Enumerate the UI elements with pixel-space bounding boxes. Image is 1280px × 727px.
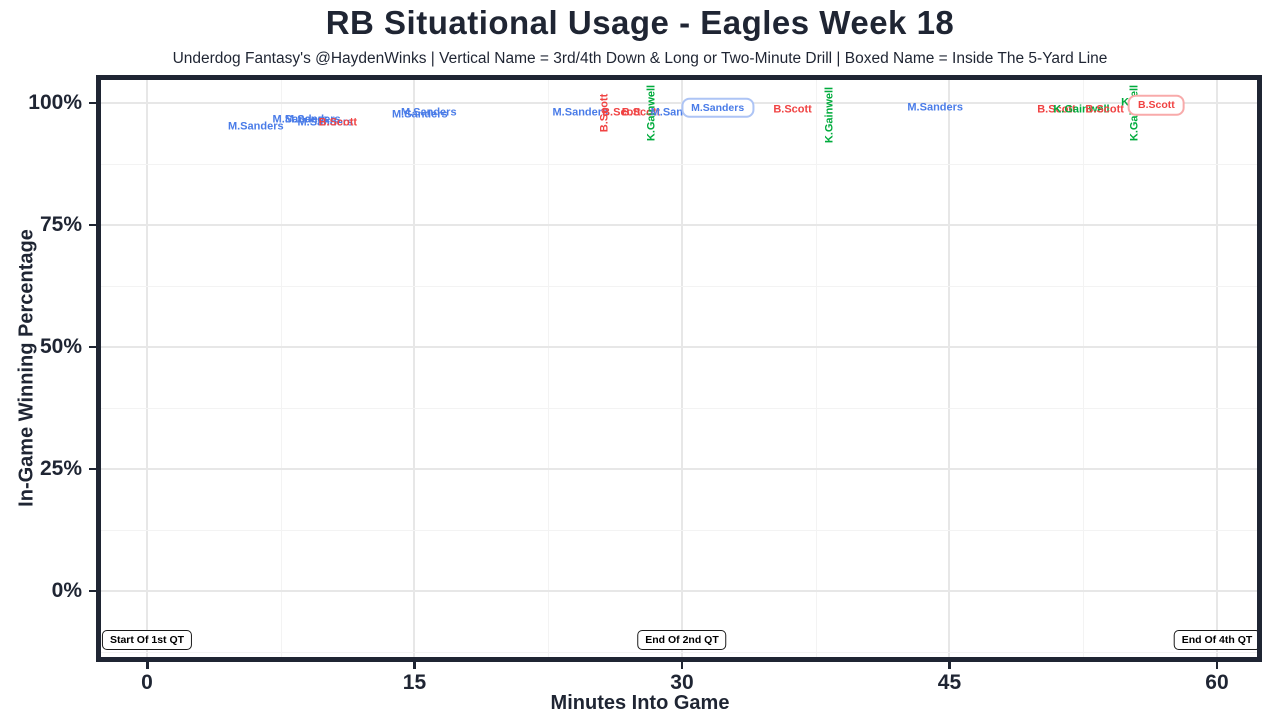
x-tickmark	[413, 662, 416, 669]
gridline-minor	[101, 408, 1257, 409]
gridline-major	[101, 468, 1257, 470]
gridline-minor	[101, 286, 1257, 287]
x-axis-title: Minutes Into Game	[550, 692, 730, 714]
player-label-m-sanders: M.Sanders	[400, 106, 457, 119]
player-label-m-sanders: M.Sanders	[272, 113, 329, 126]
x-tick-label: 30	[670, 671, 694, 694]
x-tick-label: 60	[1205, 671, 1229, 694]
gridline-major	[413, 80, 416, 657]
x-tickmark	[948, 662, 951, 669]
y-tick-label: 50%	[39, 335, 82, 358]
gridline-major	[680, 80, 683, 657]
gridline-minor	[101, 652, 1257, 653]
y-tick-label: 25%	[39, 457, 82, 480]
x-tickmark	[1215, 662, 1219, 669]
gridline-major	[101, 590, 1257, 592]
player-label-m-sanders-boxed: M.Sanders	[681, 97, 755, 119]
player-label-b-scott: B.Scott	[318, 116, 358, 129]
player-label-k-gainwell: K.Gainwell	[1053, 103, 1110, 116]
gridline-major	[101, 102, 1257, 104]
chart-title: RB Situational Usage - Eagles Week 18	[325, 4, 955, 41]
gridline-minor	[815, 80, 817, 657]
x-tickmark	[146, 662, 149, 669]
gridline-minor	[1083, 80, 1085, 657]
gridline-minor	[101, 530, 1257, 531]
player-label-m-sanders: M.Sanders	[650, 106, 707, 119]
gridline-major	[948, 80, 951, 657]
gridline-minor	[280, 80, 282, 657]
annotation-start-of-1st-qt: Start Of 1st QT	[101, 629, 193, 650]
gridline-minor	[101, 164, 1257, 165]
y-tickmark	[89, 345, 96, 349]
player-label-b-scott-boxed: B.Scott	[1127, 95, 1185, 116]
plot-area: M.Sanders M.Sanders M.Sanders M.Sanders B.Sc…	[96, 75, 1262, 662]
player-label-b-scott: B.Scott	[1037, 103, 1076, 116]
y-tickmark	[89, 467, 96, 471]
chart-subtitle: Underdog Fantasy's @HaydenWinks | Vertic…	[172, 50, 1108, 67]
player-label-m-sanders: M.Sanders	[907, 101, 964, 114]
annotation-end-of-2nd-qt: End Of 2nd QT	[637, 629, 727, 650]
player-label-b-scott: B.Scott	[773, 103, 812, 116]
y-tickmark	[89, 223, 96, 227]
y-tickmark	[89, 589, 96, 593]
player-label-m-sanders: M.Sanders	[285, 113, 341, 126]
player-label-m-sanders: M.Sanders	[392, 108, 448, 121]
x-tick-label: 15	[402, 671, 427, 694]
player-label-m-sanders: M.Sanders	[227, 120, 284, 133]
gridline-major	[101, 346, 1257, 348]
y-tick-label: 75%	[39, 213, 82, 236]
annotation-end-of-4th-qt: End Of 4th QT	[1173, 629, 1257, 650]
y-tickmark	[89, 101, 96, 105]
player-label-b-scott: B.Scott	[1085, 103, 1124, 116]
player-label-k-gainwell-vertical: K.Gainwell	[823, 87, 836, 144]
player-label-m-sanders: M.Sanders	[297, 116, 354, 129]
player-label-b-scott: B.Scott	[602, 106, 641, 119]
x-tick-label: 0	[141, 671, 153, 694]
gridline-minor	[548, 80, 550, 657]
x-tickmark	[680, 662, 684, 669]
player-label-b-scott: B.Scott	[621, 106, 661, 119]
gridline-major	[1215, 80, 1218, 657]
gridline-major	[146, 80, 148, 657]
y-tick-label: 100%	[28, 91, 82, 114]
player-label-m-sanders: M.Sanders	[552, 106, 609, 119]
x-tick-label: 45	[937, 671, 962, 694]
gridline-major	[101, 224, 1257, 226]
y-tick-label: 0%	[51, 579, 82, 602]
